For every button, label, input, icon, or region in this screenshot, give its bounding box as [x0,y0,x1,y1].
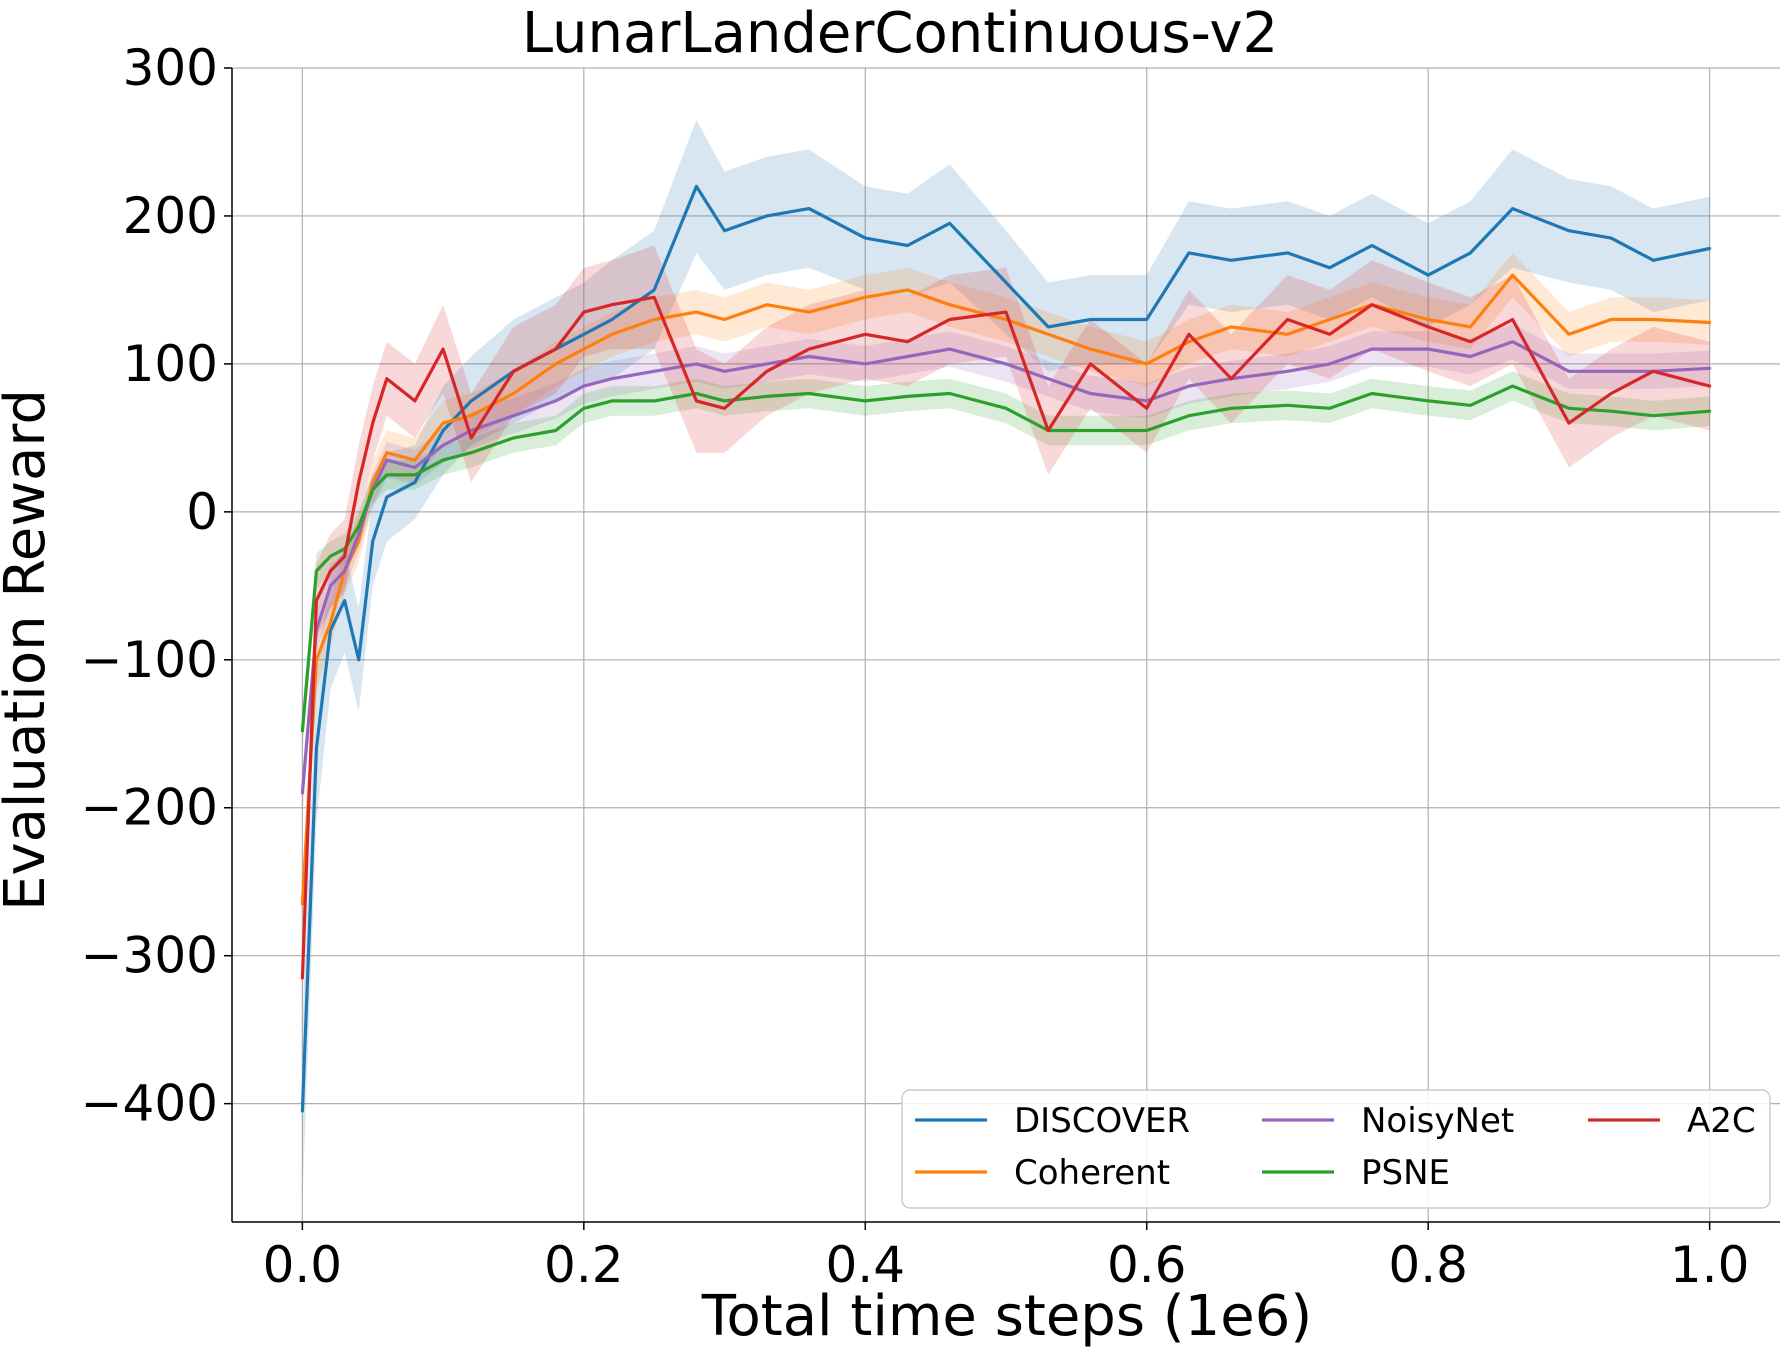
legend-label-coherent: Coherent [1014,1153,1170,1193]
y-tick-label: −400 [81,1075,218,1133]
y-axis-label: Evaluation Reward [0,389,58,911]
legend-label-a2c: A2C [1687,1101,1756,1141]
x-tick-label: 0.2 [544,1236,624,1294]
y-tick-label: −200 [81,779,218,837]
band-discover [302,119,1710,1200]
legend-label-noisynet: NoisyNet [1361,1101,1514,1141]
legend-label-discover: DISCOVER [1014,1101,1190,1141]
x-axis-label: Total time steps (1e6) [701,1284,1312,1349]
x-ticks: 0.0 0.2 0.4 0.6 0.8 1.0 [263,1222,1750,1294]
series-lines [300,184,1712,1113]
y-tick-label: −300 [81,927,218,985]
band-noisynet [302,324,1710,816]
y-ticks: −400 −300 −200 −100 0 100 200 300 [81,39,232,1133]
y-tick-label: 100 [123,335,218,393]
y-tick-label: 0 [186,483,218,541]
legend-label-psne: PSNE [1361,1153,1450,1193]
axes [231,68,1780,1223]
line-coherent [300,273,1712,906]
x-tick-label: 0.4 [826,1236,906,1294]
band-a2c [302,245,1710,1008]
y-tick-label: 200 [123,187,218,245]
x-tick-label: 0.0 [263,1236,343,1294]
y-tick-label: −100 [81,631,218,689]
line-a2c [300,295,1712,980]
line-psne [300,384,1712,733]
y-tick-label: 300 [123,39,218,97]
line-noisynet [300,340,1712,795]
grid [232,67,1780,1222]
chart-title: LunarLanderContinuous-v2 [522,1,1278,66]
x-tick-label: 0.6 [1107,1236,1187,1294]
legend: DISCOVER Coherent NoisyNet PSNE A2C [901,1089,1771,1209]
legend-box [901,1089,1771,1209]
band-coherent [302,252,1710,934]
line-discover [300,184,1712,1113]
x-tick-label: 0.8 [1388,1236,1468,1294]
x-tick-label: 1.0 [1670,1236,1750,1294]
